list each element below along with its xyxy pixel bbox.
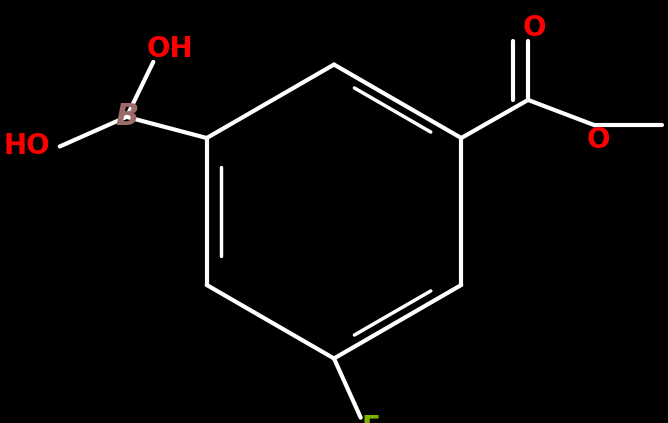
Text: O: O	[587, 126, 610, 154]
Text: OH: OH	[147, 35, 193, 63]
Text: O: O	[523, 14, 546, 42]
Text: F: F	[361, 414, 380, 423]
Text: HO: HO	[3, 132, 49, 160]
Text: B: B	[115, 102, 138, 132]
